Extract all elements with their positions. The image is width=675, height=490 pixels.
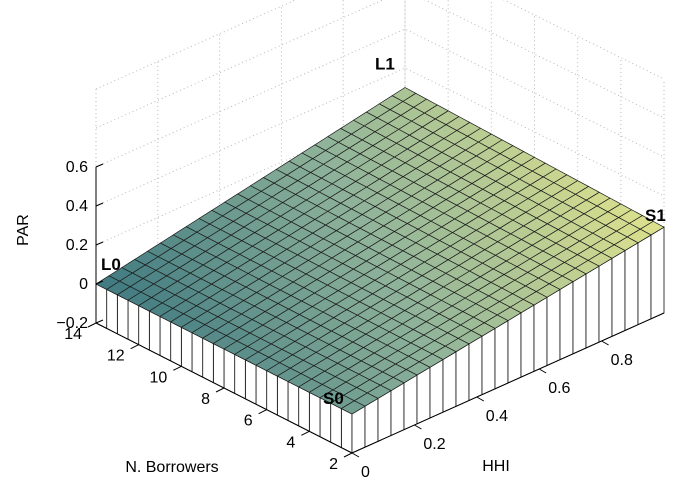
- y-tick: [87, 322, 97, 328]
- skirt-panel: [624, 242, 639, 332]
- y-tick: [173, 365, 182, 371]
- axes-layer: [87, 163, 665, 458]
- z-tick-label: 0.4: [66, 198, 88, 215]
- x-tick-label: 0.6: [548, 380, 570, 397]
- surface-patch: [340, 400, 366, 415]
- y-tick: [343, 452, 353, 458]
- labels-layer: PAR N. Borrowers HHI −0.2 0 0.2 0.4 0.6 2 4 6 8 1…: [15, 55, 666, 482]
- skirt-panel: [127, 299, 140, 346]
- z-tick-label: −0.2: [56, 315, 88, 332]
- z-tick-label: 0.6: [66, 159, 88, 176]
- skirt-panel: [298, 386, 310, 432]
- skirt-panel: [533, 296, 548, 372]
- skirt-panel: [455, 343, 470, 407]
- x-tick: [476, 396, 485, 402]
- y-tick: [130, 344, 139, 350]
- skirt-panel: [572, 273, 587, 355]
- skirt-panel: [212, 342, 225, 389]
- skirt-panel: [234, 353, 246, 400]
- skirt-panel: [403, 374, 418, 431]
- z-tick-label: 0: [79, 276, 88, 293]
- skirt-panel: [255, 364, 268, 411]
- y-tick: [301, 430, 310, 436]
- skirt-panel: [170, 321, 182, 367]
- skirt-panel: [494, 319, 509, 390]
- skirt-panel: [308, 391, 321, 438]
- skirt-panel: [442, 351, 457, 413]
- skirt-panel: [202, 337, 214, 384]
- skirt-panel: [180, 326, 193, 373]
- x-tick: [601, 340, 609, 346]
- z-tick: [95, 280, 104, 285]
- x-tick: [538, 368, 547, 374]
- y-tick-label: 12: [107, 348, 125, 365]
- corner-label-l1: L1: [375, 55, 395, 74]
- y-tick-label: 14: [64, 326, 82, 343]
- x-tick-label: 0: [361, 464, 370, 481]
- skirt-panel: [598, 257, 613, 343]
- skirt-panel: [287, 380, 300, 427]
- skirt-panel: [520, 304, 535, 378]
- surface-layer: [95, 87, 665, 454]
- skirt-panel: [468, 335, 483, 402]
- z-axis-label: PAR: [15, 214, 32, 246]
- skirt-panel: [148, 310, 161, 357]
- skirt-panel: [223, 348, 236, 395]
- y-tick-label: 4: [286, 434, 295, 451]
- grid-line-z: [95, 106, 665, 246]
- z-tick: [95, 163, 104, 168]
- y-axis-label: N. Borrowers: [125, 459, 218, 476]
- y-tick-label: 8: [201, 391, 210, 408]
- grid-line-z: [95, 0, 665, 90]
- x-axis-line: [351, 312, 665, 454]
- grid-line-z: [95, 67, 665, 207]
- x-tick-label: 0.4: [486, 408, 508, 425]
- skirt-panel: [364, 397, 379, 448]
- skirt-panel: [191, 332, 204, 378]
- skirt-panel: [266, 370, 278, 416]
- skirt-panel: [481, 327, 496, 396]
- skirt-panel: [276, 375, 289, 422]
- z-tick-label: 0.2: [66, 237, 88, 254]
- skirt-panel: [559, 280, 574, 361]
- skirt-panel: [159, 315, 172, 362]
- skirt-panel: [416, 366, 431, 425]
- skirt-panel: [650, 226, 665, 320]
- x-axis-label: HHI: [482, 458, 510, 475]
- skirt-panel: [507, 312, 522, 384]
- corner-label-s0: S0: [323, 389, 344, 408]
- skirt-panel: [106, 288, 118, 335]
- skirt-panel: [330, 402, 342, 449]
- corner-label-s1: S1: [645, 206, 666, 225]
- y-tick-label: 2: [329, 456, 338, 473]
- x-tick: [414, 424, 422, 430]
- x-tick-label: 0.2: [423, 436, 445, 453]
- skirt-panel: [138, 305, 150, 351]
- skirt-panel: [429, 358, 444, 419]
- skirt-panel: [244, 359, 257, 405]
- skirt-panel: [585, 265, 600, 349]
- skirt-panel: [546, 288, 561, 367]
- skirt-panel: [95, 283, 108, 330]
- y-tick-label: 10: [150, 369, 168, 386]
- y-tick-label: 6: [244, 413, 253, 430]
- skirt-panel: [637, 234, 652, 326]
- z-tick: [95, 241, 104, 246]
- skirt-panel: [611, 249, 626, 337]
- y-tick: [215, 387, 225, 393]
- skirt-panel: [377, 389, 392, 442]
- corner-label-l0: L0: [101, 255, 121, 274]
- skirt-panel: [340, 407, 353, 454]
- skirt-panel: [390, 382, 405, 437]
- x-tick-label: 0.8: [611, 352, 633, 369]
- skirt-panel: [116, 294, 129, 340]
- grid-line-z: [95, 28, 665, 168]
- x-tick: [351, 452, 360, 458]
- grid-line-z: [95, 0, 665, 129]
- z-tick: [95, 319, 104, 324]
- z-tick: [95, 202, 104, 207]
- y-tick: [258, 409, 267, 415]
